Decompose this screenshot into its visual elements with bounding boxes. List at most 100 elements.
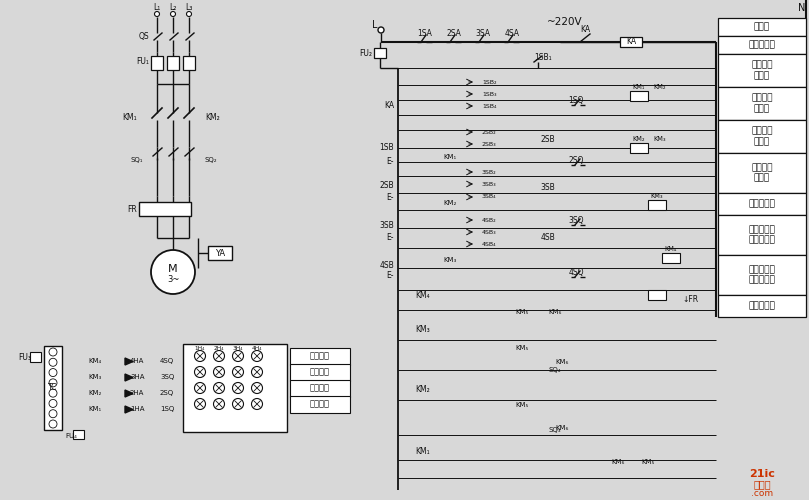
Text: KM₂: KM₂ xyxy=(205,114,220,122)
Text: KM₂: KM₂ xyxy=(88,390,101,396)
Polygon shape xyxy=(125,374,133,381)
Text: KM₁: KM₁ xyxy=(415,448,430,456)
Text: 四层控制
接触器: 四层控制 接触器 xyxy=(752,164,773,182)
Text: KM₂: KM₂ xyxy=(633,136,646,142)
Polygon shape xyxy=(125,406,133,413)
Circle shape xyxy=(49,358,57,366)
Text: KM₆: KM₆ xyxy=(549,309,561,315)
Text: N: N xyxy=(798,3,806,13)
Text: KM₄: KM₄ xyxy=(88,358,101,364)
Text: 2SA: 2SA xyxy=(447,30,461,38)
Bar xyxy=(290,396,350,413)
Circle shape xyxy=(252,366,262,378)
Text: KM₁: KM₁ xyxy=(88,406,101,412)
Text: 1SB₁: 1SB₁ xyxy=(534,54,552,62)
Text: 4H₄: 4H₄ xyxy=(252,346,262,350)
Text: KM₃: KM₃ xyxy=(654,136,667,142)
Text: KM₅: KM₅ xyxy=(515,345,529,351)
Text: FU₄: FU₄ xyxy=(65,433,77,439)
Circle shape xyxy=(49,379,57,387)
Circle shape xyxy=(49,368,57,376)
Text: KM₁: KM₁ xyxy=(443,154,456,160)
Text: M: M xyxy=(168,264,178,274)
Text: KM₅: KM₅ xyxy=(642,459,654,465)
Bar xyxy=(151,56,163,70)
Bar xyxy=(183,344,287,432)
Text: 三层控制
接触器: 三层控制 接触器 xyxy=(752,127,773,146)
Text: 3SB: 3SB xyxy=(379,220,394,230)
Text: 4SB: 4SB xyxy=(379,260,394,270)
Polygon shape xyxy=(125,390,133,397)
Text: KA: KA xyxy=(384,100,394,110)
Text: 二层控制
接触器: 二层控制 接触器 xyxy=(752,94,773,113)
Bar xyxy=(718,153,806,193)
Text: 一层信号: 一层信号 xyxy=(310,400,330,408)
Text: FU₂: FU₂ xyxy=(359,48,372,58)
Bar xyxy=(290,380,350,397)
Circle shape xyxy=(155,12,159,16)
Text: L₂: L₂ xyxy=(169,2,176,12)
Text: 二层判别上
下方向开关: 二层判别上 下方向开关 xyxy=(748,266,776,284)
Text: 下降接触器: 下降接触器 xyxy=(748,302,776,310)
Bar xyxy=(208,246,232,260)
Circle shape xyxy=(194,398,205,409)
Text: E-: E- xyxy=(387,158,394,166)
Text: 三层信号: 三层信号 xyxy=(310,368,330,376)
Circle shape xyxy=(214,398,225,409)
Text: 2SB₃: 2SB₃ xyxy=(482,142,497,146)
Text: 1SB₄: 1SB₄ xyxy=(482,104,497,108)
Text: YA: YA xyxy=(215,248,225,258)
Text: 3SQ: 3SQ xyxy=(568,216,584,224)
Text: FU₁: FU₁ xyxy=(136,58,149,66)
Text: KM₁: KM₁ xyxy=(633,84,646,90)
Circle shape xyxy=(252,398,262,409)
Circle shape xyxy=(252,382,262,394)
Text: 1H₄: 1H₄ xyxy=(195,346,205,350)
Polygon shape xyxy=(125,358,133,365)
Text: ~220V: ~220V xyxy=(547,17,582,27)
Text: KM₃: KM₃ xyxy=(443,257,456,263)
Text: 4SB₃: 4SB₃ xyxy=(482,230,497,234)
Text: 1SQ: 1SQ xyxy=(160,406,174,412)
Bar xyxy=(718,295,806,317)
Text: KM₁: KM₁ xyxy=(122,114,137,122)
Text: 1SB: 1SB xyxy=(379,144,394,152)
Text: 2H₄: 2H₄ xyxy=(214,346,224,350)
Text: KM₂: KM₂ xyxy=(654,84,667,90)
Text: 4HA: 4HA xyxy=(130,358,144,364)
Circle shape xyxy=(194,350,205,362)
Text: 4SQ: 4SQ xyxy=(568,268,584,276)
Circle shape xyxy=(151,250,195,294)
Text: 电压继电器: 电压继电器 xyxy=(748,40,776,50)
Bar xyxy=(620,37,642,47)
Circle shape xyxy=(214,382,225,394)
Circle shape xyxy=(194,366,205,378)
Bar xyxy=(630,91,648,101)
Bar xyxy=(183,56,195,70)
Text: 4SA: 4SA xyxy=(505,30,519,38)
Circle shape xyxy=(49,348,57,356)
Circle shape xyxy=(49,389,57,397)
Text: 3SA: 3SA xyxy=(476,30,490,38)
Text: SQ₃: SQ₃ xyxy=(549,427,561,433)
Circle shape xyxy=(49,420,57,428)
Text: 2SQ: 2SQ xyxy=(160,390,174,396)
Circle shape xyxy=(49,410,57,418)
Text: SQ₄: SQ₄ xyxy=(549,367,561,373)
Text: KM₄: KM₄ xyxy=(665,246,677,252)
Text: KM₅: KM₅ xyxy=(515,402,529,408)
Text: .com: .com xyxy=(751,488,773,498)
Text: 3SQ: 3SQ xyxy=(160,374,174,380)
Bar xyxy=(73,430,84,439)
Text: ↓FR: ↓FR xyxy=(682,296,698,304)
Text: E-: E- xyxy=(387,270,394,280)
Bar xyxy=(30,352,41,362)
Bar xyxy=(648,290,666,300)
Text: 21ic: 21ic xyxy=(749,469,775,479)
Text: L₁: L₁ xyxy=(154,2,161,12)
Text: E-: E- xyxy=(387,232,394,241)
Text: 1SQ: 1SQ xyxy=(568,96,583,104)
Text: 上升接触器: 上升接触器 xyxy=(748,200,776,208)
Circle shape xyxy=(49,400,57,407)
Text: E-: E- xyxy=(387,194,394,202)
